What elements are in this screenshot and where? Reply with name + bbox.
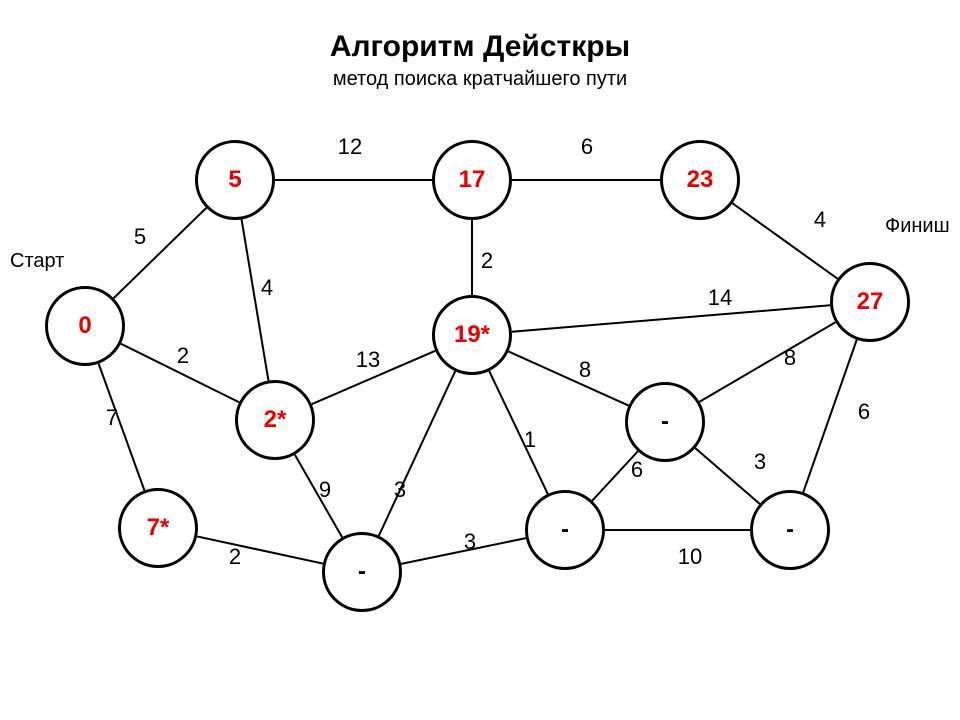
edge-weight: 4	[261, 275, 273, 301]
edge-weight: 4	[814, 207, 826, 233]
edge-weight: 1	[524, 427, 536, 453]
edge	[803, 340, 857, 493]
annotation-label: Финиш	[885, 215, 950, 238]
graph-node: -	[322, 532, 402, 612]
edge	[695, 448, 759, 504]
edge	[379, 371, 455, 535]
node-label: -	[358, 558, 366, 586]
edge-weight: 10	[678, 544, 702, 570]
edge-weight: 8	[579, 357, 591, 383]
edge	[197, 536, 323, 563]
edge-weight: 8	[784, 345, 796, 371]
graph-node: 27	[830, 262, 910, 342]
node-label: 23	[687, 166, 714, 194]
edge-weight: 6	[858, 399, 870, 425]
edge-weight: 9	[319, 477, 331, 503]
node-label: 0	[78, 312, 91, 340]
graph-node: 5	[195, 140, 275, 220]
graph-node: 2*	[235, 380, 315, 460]
edge	[512, 305, 830, 331]
graph-node: 19*	[432, 295, 512, 375]
edge	[508, 351, 628, 405]
edge	[700, 322, 836, 402]
node-label: -	[786, 516, 794, 544]
edge-weight: 2	[481, 248, 493, 274]
edge	[489, 371, 548, 494]
edge	[114, 208, 207, 298]
node-label: 19*	[454, 321, 490, 349]
graph-node: -	[625, 382, 705, 462]
graph-node: 17	[432, 140, 512, 220]
edge-weight: 2	[177, 343, 189, 369]
graph-canvas: 0517232719*2*7*---- 52712462414813139236…	[0, 0, 960, 720]
graph-node: 7*	[118, 488, 198, 568]
edge-weight: 3	[754, 449, 766, 475]
graph-node: 0	[45, 286, 125, 366]
node-label: 17	[459, 166, 486, 194]
node-label: 5	[228, 166, 241, 194]
edge-weight: 5	[134, 224, 146, 250]
edge-weight: 12	[338, 134, 362, 160]
node-label: 2*	[264, 406, 287, 434]
edge-weight: 7	[106, 405, 118, 431]
node-label: -	[561, 516, 569, 544]
edge-weight: 14	[708, 285, 732, 311]
node-label: 27	[857, 288, 884, 316]
graph-node: -	[525, 490, 605, 570]
edge-weight: 3	[394, 477, 406, 503]
edge-weight: 6	[581, 134, 593, 160]
graph-node: -	[750, 490, 830, 570]
edge-weight: 6	[631, 457, 643, 483]
edge-weight: 2	[229, 544, 241, 570]
edge-weight: 3	[464, 529, 476, 555]
node-label: 7*	[147, 514, 170, 542]
edge-weight: 13	[356, 347, 380, 373]
annotation-label: Старт	[10, 250, 64, 273]
node-label: -	[661, 408, 669, 436]
graph-node: 23	[660, 140, 740, 220]
